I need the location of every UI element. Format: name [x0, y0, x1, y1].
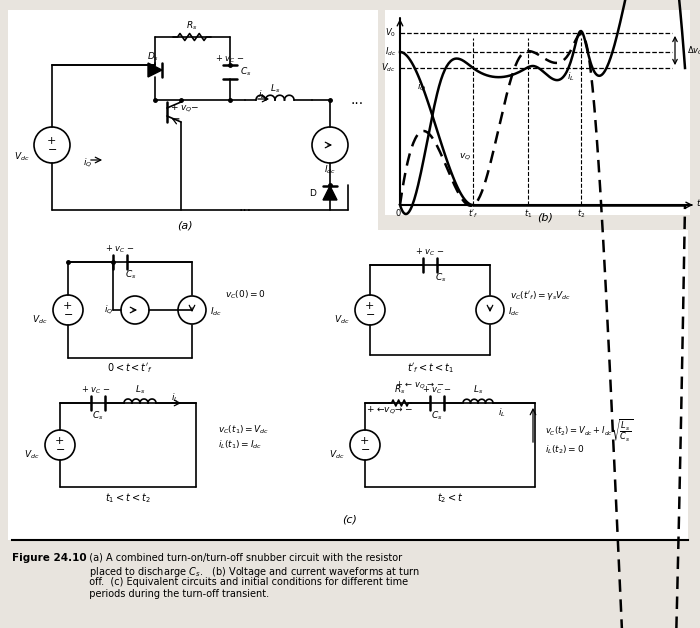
Text: $v_C(t_2) = V_{dc} + I_{dc}\sqrt{\dfrac{L_s}{C_s}}$: $v_C(t_2) = V_{dc} + I_{dc}\sqrt{\dfrac{… — [545, 417, 634, 443]
Text: +: + — [364, 301, 374, 311]
Text: $L_s$: $L_s$ — [270, 83, 280, 95]
Text: + $v_C$ −: + $v_C$ − — [215, 53, 245, 65]
Text: + $v_Q$−: + $v_Q$− — [170, 102, 199, 114]
Text: + ←$v_Q$→ −: + ←$v_Q$→ − — [366, 404, 414, 416]
Text: $L_s$: $L_s$ — [473, 384, 483, 396]
Text: +: + — [55, 436, 64, 446]
Text: (c): (c) — [342, 515, 358, 525]
Text: $i_L$: $i_L$ — [171, 392, 178, 404]
Text: −: − — [64, 310, 74, 320]
Text: $t_1$: $t_1$ — [524, 208, 532, 220]
Text: $I_{dc}$: $I_{dc}$ — [324, 164, 336, 176]
FancyBboxPatch shape — [8, 230, 688, 540]
FancyBboxPatch shape — [385, 10, 690, 215]
Text: $D_s$: $D_s$ — [147, 51, 159, 63]
Text: (a) A combined turn-on/turn-off snubber circuit with the resistor: (a) A combined turn-on/turn-off snubber … — [83, 553, 402, 563]
Text: $v_C(0) = 0$: $v_C(0) = 0$ — [225, 289, 266, 301]
Text: $V_{dc}$: $V_{dc}$ — [382, 62, 396, 74]
Text: $0 < t < t'_f$: $0 < t < t'_f$ — [107, 361, 153, 375]
Text: + $v_C$ −: + $v_C$ − — [105, 243, 135, 255]
Text: $V_{dc}$: $V_{dc}$ — [25, 449, 40, 461]
Text: $V_{dc}$: $V_{dc}$ — [330, 449, 345, 461]
Text: $i_L$: $i_L$ — [567, 71, 575, 84]
Text: $t$: $t$ — [696, 197, 700, 208]
Text: $V_0$: $V_0$ — [385, 27, 396, 39]
Text: $t'_f < t < t_1$: $t'_f < t < t_1$ — [407, 361, 454, 375]
FancyBboxPatch shape — [8, 10, 378, 230]
Text: $I_{dc}$: $I_{dc}$ — [210, 306, 222, 318]
Text: Figure 24.10: Figure 24.10 — [12, 553, 87, 563]
Text: + ← $v_Q$ → −: + ← $v_Q$ → − — [395, 379, 444, 391]
Text: off.  (c) Equivalent circuits and initial conditions for different time: off. (c) Equivalent circuits and initial… — [83, 577, 408, 587]
Text: −: − — [366, 310, 376, 320]
Text: −: − — [56, 445, 66, 455]
Text: $i_L(t_2) = 0$: $i_L(t_2) = 0$ — [545, 444, 584, 457]
Text: $V_{dc}$: $V_{dc}$ — [15, 151, 30, 163]
Polygon shape — [323, 186, 337, 200]
Text: $R_s$: $R_s$ — [186, 19, 197, 32]
Text: $t_2 < t$: $t_2 < t$ — [437, 491, 463, 505]
Text: $i_Q$: $i_Q$ — [83, 156, 92, 170]
Text: $L_s$: $L_s$ — [135, 384, 145, 396]
Text: (b): (b) — [537, 213, 553, 223]
Text: $i_L(t_1) = I_{dc}$: $i_L(t_1) = I_{dc}$ — [218, 439, 262, 452]
Text: −: − — [361, 445, 371, 455]
Text: $t_1 < t < t_2$: $t_1 < t < t_2$ — [105, 491, 150, 505]
Text: +: + — [46, 136, 56, 146]
Text: ...: ... — [350, 93, 363, 107]
Text: + $v_C$ −: + $v_C$ − — [415, 246, 445, 257]
Text: $I_{dc}$: $I_{dc}$ — [385, 46, 396, 58]
Text: $V_{dc}$: $V_{dc}$ — [335, 314, 350, 327]
Text: −: − — [48, 145, 57, 155]
Text: $t_2$: $t_2$ — [577, 208, 585, 220]
Polygon shape — [148, 63, 162, 77]
Text: $v_Q$: $v_Q$ — [459, 151, 471, 163]
Text: $I_{dc}$: $I_{dc}$ — [508, 306, 520, 318]
Text: $\Delta v_Q$: $\Delta v_Q$ — [687, 44, 700, 57]
Text: + $v_C$ −: + $v_C$ − — [81, 384, 111, 396]
Text: $C_s$: $C_s$ — [240, 66, 251, 78]
Text: $C_s$: $C_s$ — [92, 409, 104, 422]
Text: $i_L$: $i_L$ — [258, 89, 266, 101]
Text: +: + — [359, 436, 369, 446]
Text: $C_s$: $C_s$ — [125, 269, 136, 281]
Text: $v_C(t'_f) = \gamma_s V_{dc}$: $v_C(t'_f) = \gamma_s V_{dc}$ — [510, 288, 571, 301]
Text: $i_Q$: $i_Q$ — [417, 80, 426, 94]
Text: $C_s$: $C_s$ — [435, 272, 447, 284]
Text: placed to discharge $C_s$.   (b) Voltage and current waveforms at turn: placed to discharge $C_s$. (b) Voltage a… — [83, 565, 420, 579]
Text: $v_C(t_1) = V_{dc}$: $v_C(t_1) = V_{dc}$ — [218, 424, 270, 436]
Text: D: D — [309, 188, 316, 197]
Text: +: + — [62, 301, 71, 311]
Text: (a): (a) — [177, 220, 192, 230]
Text: $C_s$: $C_s$ — [431, 409, 442, 422]
Text: ...: ... — [239, 200, 251, 214]
Text: $V_{dc}$: $V_{dc}$ — [32, 314, 48, 327]
Text: + $v_C$ −: + $v_C$ − — [422, 384, 452, 396]
Text: 0: 0 — [395, 208, 400, 217]
Text: $t'_f$: $t'_f$ — [468, 208, 478, 220]
Text: $i_L$: $i_L$ — [498, 407, 505, 420]
Text: $i_Q$: $i_Q$ — [104, 303, 113, 317]
Text: $R_s$: $R_s$ — [394, 384, 406, 396]
Text: periods during the turn-off transient.: periods during the turn-off transient. — [83, 589, 269, 599]
